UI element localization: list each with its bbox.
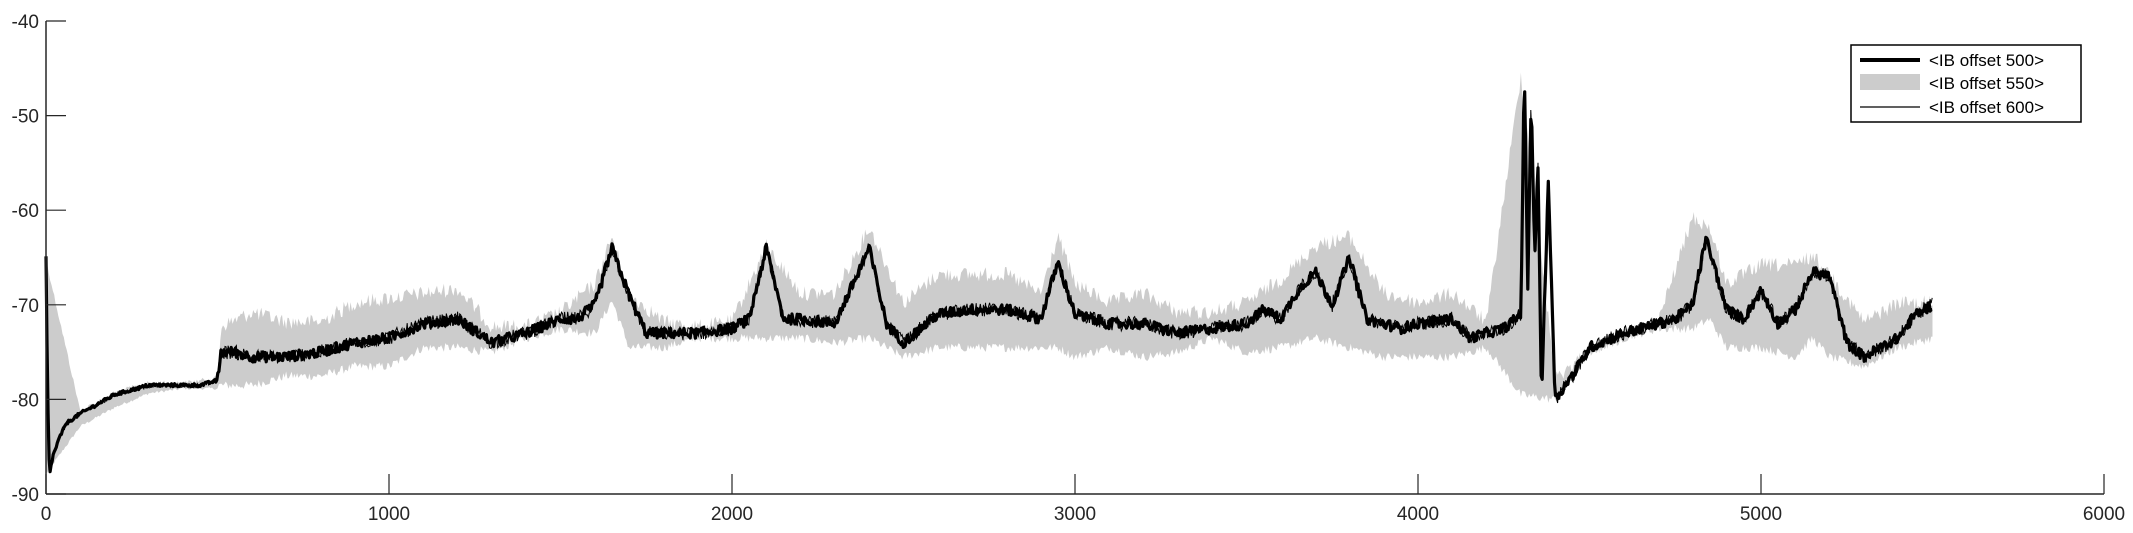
x-tick-label: 0 [41, 504, 52, 525]
y-tick-label: -60 [12, 201, 39, 222]
y-ticks: -90 -80 -70 -60 -50 -40 [12, 12, 66, 506]
legend-label-550: <IB offset 550> [1929, 74, 2044, 93]
y-tick-label: -40 [12, 12, 39, 33]
series-600-line-layer [45, 92, 1933, 472]
x-tick-label: 3000 [1054, 504, 1096, 525]
axes [45, 21, 2104, 495]
legend-swatch-550 [1860, 74, 1920, 90]
y-tick-label: -80 [12, 390, 39, 411]
series-550-band [46, 72, 1933, 474]
x-ticks: 0 1000 2000 3000 4000 5000 6000 [41, 474, 2125, 525]
x-tick-label: 2000 [711, 504, 753, 525]
y-tick-label: -90 [12, 485, 39, 506]
x-tick-label: 1000 [368, 504, 410, 525]
y-tick-label: -50 [12, 107, 39, 128]
legend: <IB offset 500> <IB offset 550> <IB offs… [1850, 44, 2082, 123]
y-tick-label: -70 [12, 296, 39, 317]
series-500-line-layer [44, 90, 1933, 474]
x-tick-label: 5000 [1740, 504, 1782, 525]
legend-label-600: <IB offset 600> [1929, 98, 2044, 117]
x-tick-label: 6000 [2083, 504, 2125, 525]
series-500-line [44, 90, 1933, 474]
legend-label-500: <IB offset 500> [1929, 51, 2044, 70]
series-550-band-layer [46, 72, 1933, 474]
series-600-line [45, 92, 1933, 472]
x-tick-label: 4000 [1397, 504, 1439, 525]
